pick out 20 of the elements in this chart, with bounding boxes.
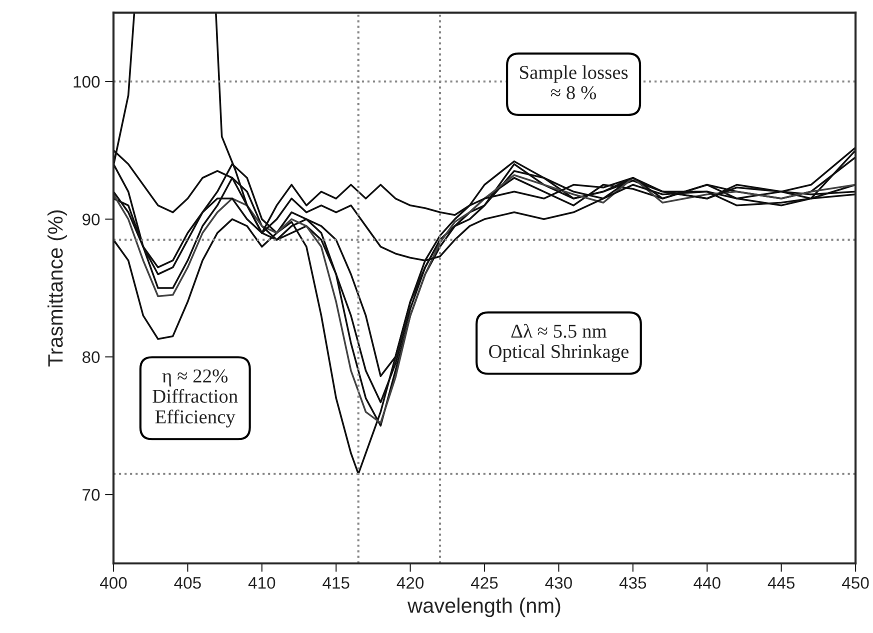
x-tick-label: 440 bbox=[694, 577, 720, 589]
annotation: Δλ ≈ 5.5 nm Optical Shrinkage bbox=[489, 324, 629, 362]
x-tick-label: 450 bbox=[842, 577, 869, 589]
x-tick-label: 425 bbox=[470, 577, 498, 589]
x-tick-label: 415 bbox=[322, 577, 350, 589]
y-tick-label: 90 bbox=[82, 214, 100, 226]
annotation: Sample losses ≈ 8 % bbox=[520, 65, 628, 100]
annotation: η ≈ 22% Diffraction Efficiency bbox=[152, 369, 238, 428]
x-tick-label: 400 bbox=[100, 577, 127, 589]
x-tick-label: 430 bbox=[545, 577, 572, 589]
x-tick-label: 445 bbox=[768, 577, 795, 589]
y-tick-label: 80 bbox=[82, 351, 100, 364]
y-tick-label: 70 bbox=[82, 488, 100, 501]
x-tick-label: 435 bbox=[619, 577, 646, 589]
y-axis-title: Trasmittance (%) bbox=[48, 210, 67, 366]
x-axis-title: wavelength (nm) bbox=[407, 598, 560, 618]
x-tick-label: 420 bbox=[396, 577, 424, 589]
y-tick-label: 100 bbox=[74, 76, 100, 88]
x-tick-label: 405 bbox=[174, 577, 201, 589]
x-tick-label: 410 bbox=[248, 577, 276, 589]
